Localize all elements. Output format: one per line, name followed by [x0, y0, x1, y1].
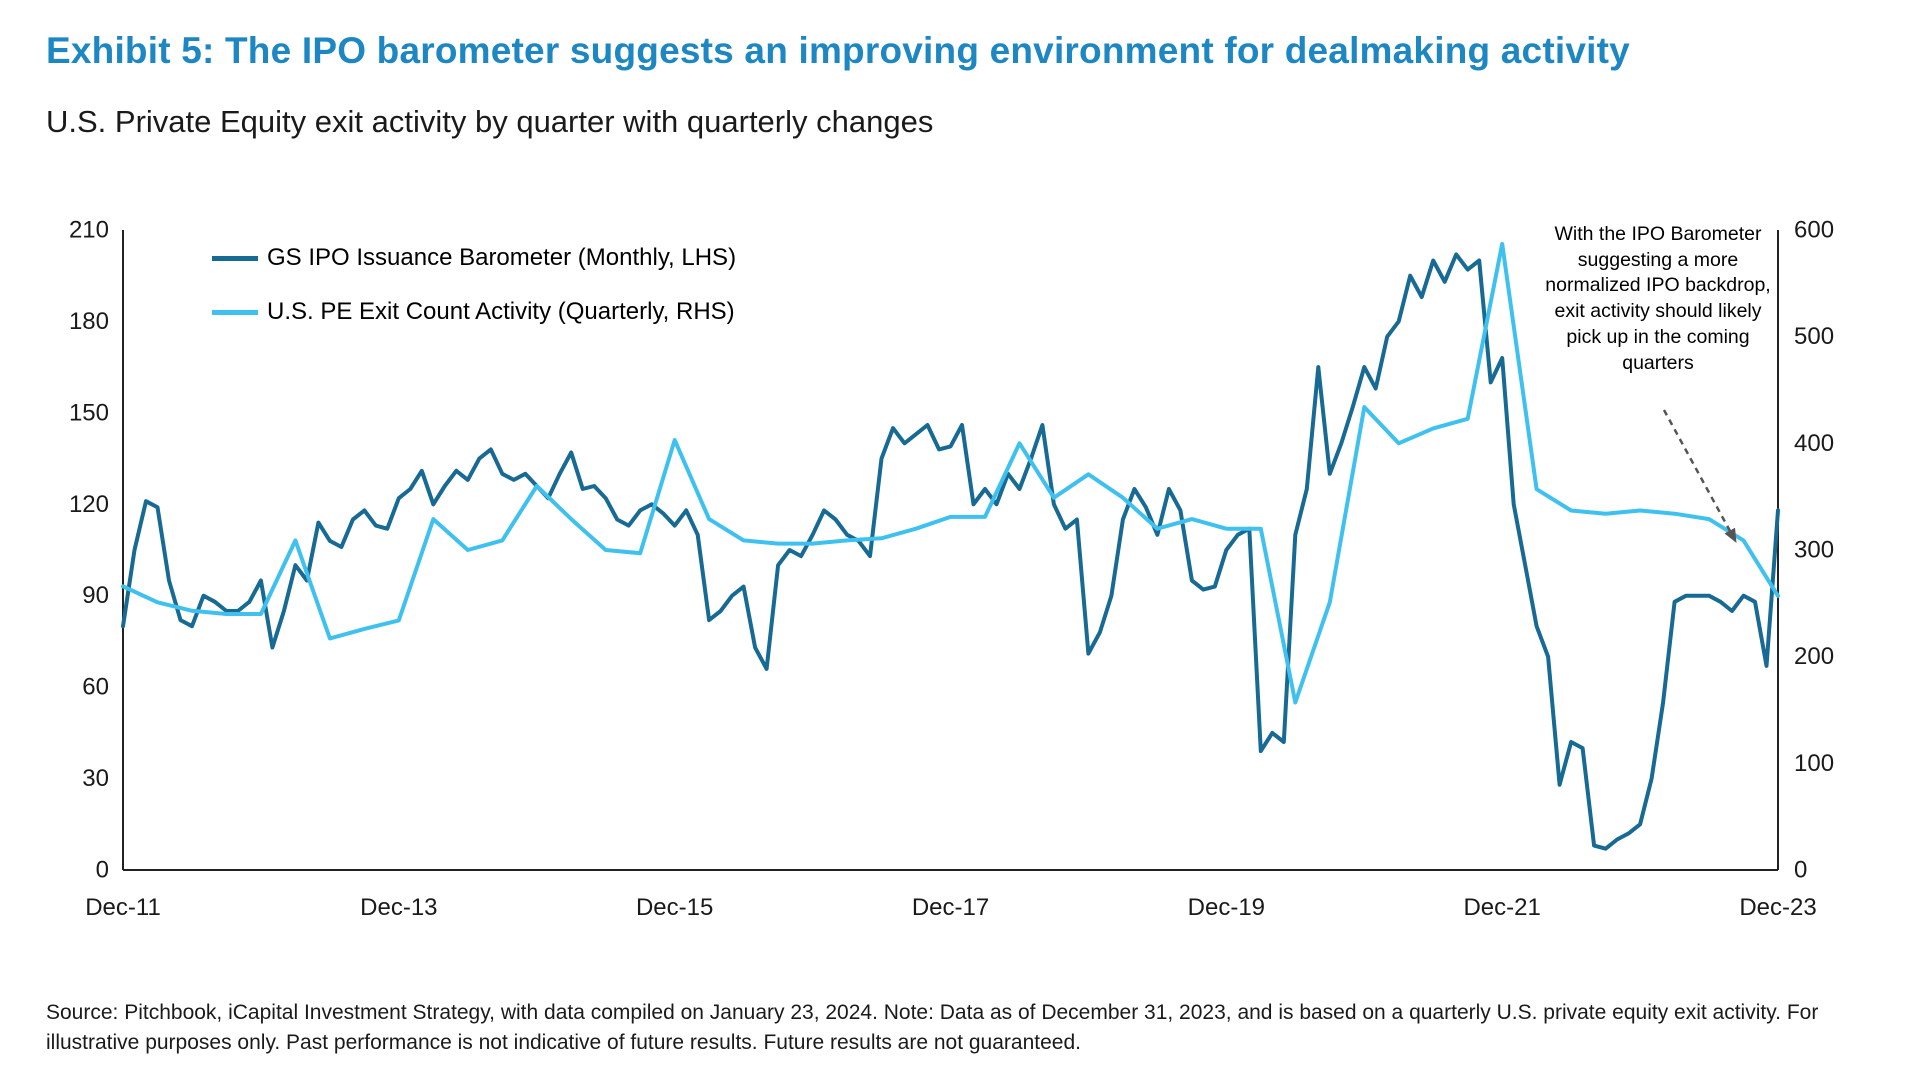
y-left-tick-label: 210	[69, 217, 109, 244]
legend-line-swatch-light	[212, 309, 258, 315]
legend-label-pe-exit-count: U.S. PE Exit Count Activity (Quarterly, …	[267, 298, 735, 325]
x-tick-label: Dec-11	[85, 894, 161, 921]
legend-item-gs-ipo-barometer: GS IPO Issuance Barometer (Monthly, LHS)	[212, 244, 736, 272]
x-tick-label: Dec-23	[1739, 894, 1816, 921]
y-right-tick-label: 0	[1794, 857, 1807, 884]
legend-line-swatch-dark	[212, 255, 258, 261]
exhibit-title: Exhibit 5: The IPO barometer suggests an…	[46, 30, 1630, 71]
chart-annotation: With the IPO Barometer suggesting a more…	[1545, 223, 1771, 374]
source-note: Source: Pitchbook, iCapital Investment S…	[46, 1001, 1819, 1055]
y-left-tick-label: 0	[96, 857, 109, 884]
y-right-tick-label: 500	[1794, 323, 1834, 350]
x-tick-label: Dec-17	[912, 894, 989, 921]
y-right-tick-label: 400	[1794, 430, 1834, 457]
y-right-tick-label: 300	[1794, 537, 1834, 564]
annotation-arrow	[1662, 409, 1738, 543]
legend-item-pe-exit-count: U.S. PE Exit Count Activity (Quarterly, …	[212, 298, 736, 326]
y-left-tick-label: 30	[82, 765, 109, 792]
y-left-tick-label: 150	[69, 399, 109, 426]
x-tick-label: Dec-21	[1463, 894, 1540, 921]
chart-subtitle: U.S. Private Equity exit activity by qua…	[46, 104, 934, 139]
y-left-tick-label: 90	[82, 582, 109, 609]
legend-label-gs-ipo-barometer: GS IPO Issuance Barometer (Monthly, LHS)	[267, 244, 737, 271]
x-tick-label: Dec-19	[1188, 894, 1265, 921]
y-right-tick-label: 600	[1794, 217, 1834, 244]
y-left-tick-label: 120	[69, 491, 109, 518]
y-left-tick-label: 60	[82, 674, 109, 701]
line-chart: 0 30 60 90 120 150 180 210 0 100 200 300 400 500 600 De…	[69, 217, 1834, 922]
x-tick-label: Dec-13	[360, 894, 437, 921]
x-tick-label: Dec-15	[636, 894, 713, 921]
series-line-pe-exit-count	[121, 241, 1780, 705]
y-left-tick-label: 180	[69, 308, 109, 335]
series-line-ipo-barometer	[121, 252, 1780, 851]
y-right-tick-label: 100	[1794, 750, 1834, 777]
y-right-tick-label: 200	[1794, 643, 1834, 670]
chart-legend: GS IPO Issuance Barometer (Monthly, LHS)…	[212, 244, 736, 352]
